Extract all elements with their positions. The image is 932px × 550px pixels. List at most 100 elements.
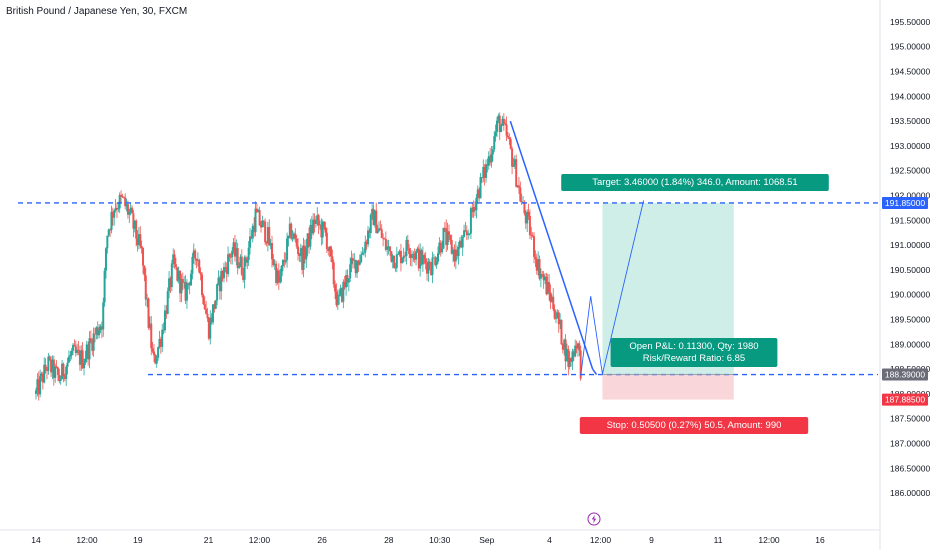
candle-body xyxy=(329,246,332,257)
candle-body xyxy=(137,234,140,246)
candle-body xyxy=(144,275,147,300)
candle-body xyxy=(129,207,132,212)
candle-body xyxy=(199,272,202,275)
candle-body xyxy=(78,350,81,365)
pnl-badge xyxy=(610,338,778,367)
y-tick-label: 194.50000 xyxy=(890,67,930,77)
candle-body xyxy=(346,275,349,283)
x-tick-label: 16 xyxy=(815,535,825,545)
candle-body xyxy=(36,379,39,391)
candle-body xyxy=(463,230,466,237)
candle-body xyxy=(474,207,477,211)
lightning-icon[interactable] xyxy=(587,512,601,531)
candle-body xyxy=(192,250,195,257)
candle-body xyxy=(469,208,472,234)
candle-body xyxy=(290,223,293,239)
candle-body xyxy=(575,345,578,349)
candle-body xyxy=(114,207,117,211)
candle-body xyxy=(519,187,522,202)
candle-body xyxy=(297,246,300,254)
candle-body xyxy=(398,250,401,254)
candle-body xyxy=(570,357,573,362)
candle-body xyxy=(173,254,176,265)
candle-body xyxy=(91,340,94,351)
candle-body xyxy=(431,257,434,275)
chart-title: British Pound / Japanese Yen, 30, FXCM xyxy=(6,6,188,17)
candle-body xyxy=(140,245,143,249)
candle-body xyxy=(442,227,445,249)
candle-body xyxy=(446,231,449,246)
candle-body xyxy=(258,210,261,226)
candle-body xyxy=(383,238,386,240)
candle-body xyxy=(371,208,374,215)
candle-body xyxy=(579,350,582,379)
candle-body xyxy=(309,224,312,247)
candle-body xyxy=(99,326,102,331)
candle-body xyxy=(368,230,371,233)
candle-body xyxy=(559,319,562,325)
candle-body xyxy=(416,248,419,252)
price-tag-current-text: 188.39000 xyxy=(885,370,925,380)
candle-body xyxy=(179,270,182,294)
candle-body xyxy=(107,229,110,236)
candle-body xyxy=(50,359,53,373)
candle-body xyxy=(172,254,175,264)
target-badge-text: Target: 3.46000 (1.84%) 346.0, Amount: 1… xyxy=(592,177,797,188)
candle-body xyxy=(485,164,488,178)
candle-body xyxy=(51,359,54,373)
candle-body xyxy=(301,248,304,270)
candle-body xyxy=(388,246,391,252)
candle-body xyxy=(480,177,483,178)
candle-body xyxy=(152,351,155,356)
candle-body xyxy=(121,196,124,197)
candle-body xyxy=(512,165,515,167)
candle-body xyxy=(151,348,154,352)
candle-body xyxy=(358,262,361,265)
candle-body xyxy=(195,258,198,261)
candle-body xyxy=(339,287,342,295)
candle-body xyxy=(74,346,77,353)
candle-body xyxy=(432,257,435,259)
candle-body xyxy=(394,267,397,269)
candle-body xyxy=(493,136,496,150)
candle-body xyxy=(188,282,191,286)
x-tick-label: Sep xyxy=(479,535,494,545)
candle-body xyxy=(461,236,464,248)
candle-body xyxy=(382,237,385,239)
candle-body xyxy=(438,242,441,254)
candle-body xyxy=(103,270,106,303)
candle-body xyxy=(56,367,59,376)
candle-body xyxy=(554,318,557,320)
candle-body xyxy=(417,248,420,269)
x-tick-label: 12:00 xyxy=(249,535,271,545)
candle-body xyxy=(81,350,84,369)
candle-body xyxy=(177,270,180,281)
candle-body xyxy=(509,139,512,149)
candle-body xyxy=(357,260,360,265)
price-tag-target xyxy=(882,196,928,209)
candle-body xyxy=(376,230,379,234)
candle-body xyxy=(454,249,457,262)
candle-body xyxy=(113,210,116,218)
candle-body xyxy=(387,246,390,248)
candle-body xyxy=(494,131,497,137)
candle-body xyxy=(240,256,243,275)
candle-body xyxy=(439,242,442,253)
candle-body xyxy=(187,282,190,284)
candle-body xyxy=(163,310,166,331)
candle-body xyxy=(334,284,337,292)
x-tick-label: 12:00 xyxy=(590,535,612,545)
candle-body xyxy=(340,287,343,302)
candle-body xyxy=(544,276,547,281)
candle-body xyxy=(354,259,357,274)
y-tick-label: 195.50000 xyxy=(890,17,930,27)
candle-body xyxy=(483,166,486,178)
candles xyxy=(35,112,582,401)
candle-body xyxy=(490,154,493,163)
candle-body xyxy=(323,221,326,228)
candle-body xyxy=(225,267,228,274)
candle-body xyxy=(244,257,247,263)
candle-body xyxy=(209,317,212,339)
